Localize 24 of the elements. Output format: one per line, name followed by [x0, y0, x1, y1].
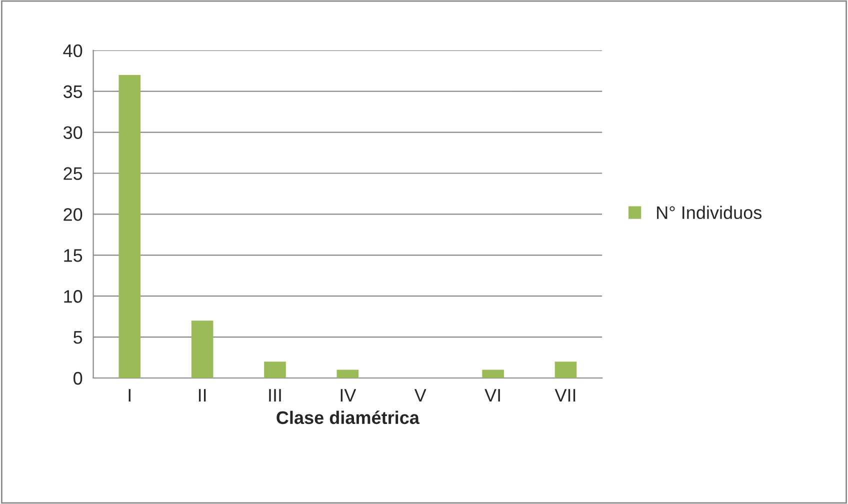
y-tick-label: 0 [74, 372, 82, 385]
bar [264, 362, 286, 378]
bar [118, 74, 141, 378]
x-tick-label: II [198, 389, 206, 402]
bar [336, 370, 359, 378]
x-axis-title: Clase diamétrica [276, 410, 420, 424]
x-tick-label: IV [340, 389, 356, 402]
y-tick-label: 10 [64, 290, 82, 303]
x-tick-label: III [269, 389, 281, 402]
bar [554, 362, 577, 378]
bar [191, 320, 214, 378]
y-tick-label: 5 [74, 331, 82, 344]
y-tick-label: 20 [64, 208, 82, 221]
y-tick-label: 30 [63, 126, 82, 140]
x-tick-label: VII [554, 389, 576, 402]
x-tick-label: VI [484, 389, 500, 402]
legend-label: N° Individuos [657, 206, 762, 220]
bar [482, 370, 504, 378]
x-tick-label: I [128, 389, 130, 402]
x-tick-label: V [414, 389, 426, 402]
y-tick-label: 35 [63, 85, 82, 98]
y-tick-label: 15 [64, 249, 82, 262]
y-tick-label: 25 [64, 167, 82, 180]
y-tick-label: 40 [63, 44, 82, 58]
